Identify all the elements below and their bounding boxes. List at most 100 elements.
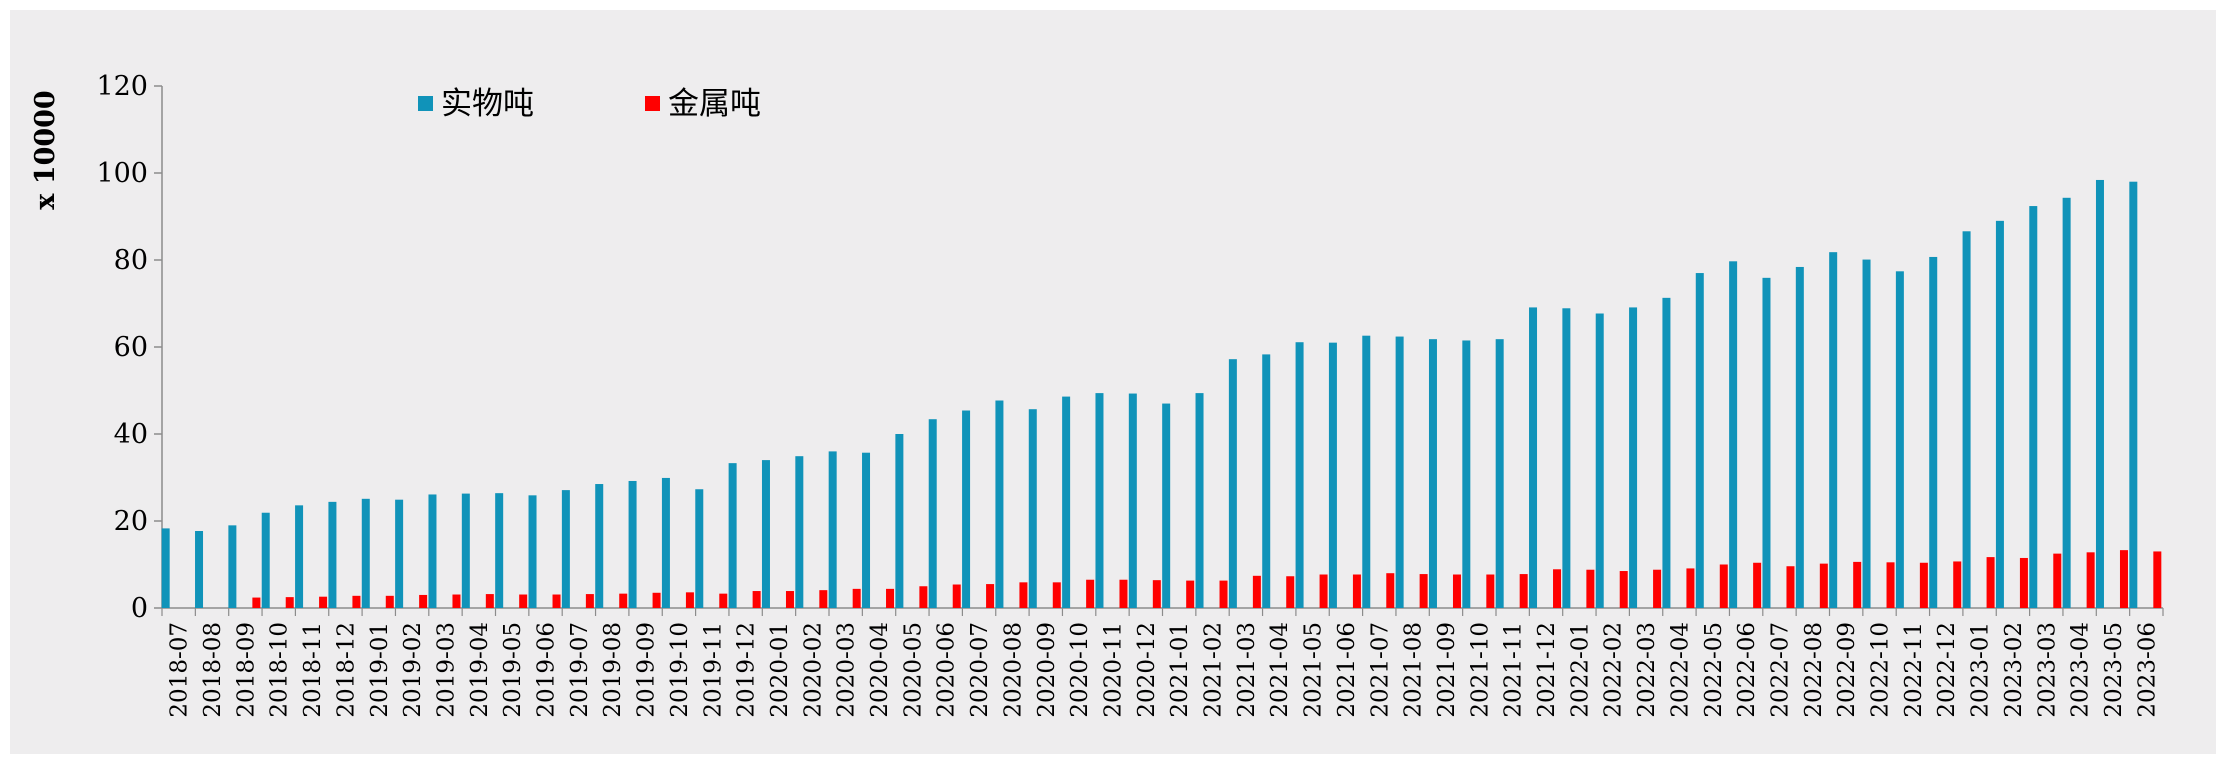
x-tick-label: 2023-01: [1968, 622, 1994, 718]
bar-shiwudun: [2129, 181, 2138, 608]
x-tick-label: 2019-08: [600, 622, 626, 718]
bar-shiwudun: [695, 489, 704, 608]
bar-jinshudun: [1419, 574, 1428, 608]
x-tick-label: 2019-01: [367, 622, 393, 718]
bar-jinshudun: [1186, 580, 1195, 608]
bar-shiwudun: [795, 456, 804, 608]
bar-shiwudun: [2095, 179, 2104, 608]
bar-jinshudun: [1619, 571, 1628, 608]
bar-jinshudun: [385, 595, 394, 608]
bar-jinshudun: [986, 584, 995, 608]
bar-jinshudun: [1452, 574, 1461, 608]
y-tick-label: 120: [96, 71, 148, 102]
x-tick-label: 2020-05: [900, 622, 926, 718]
bar-shiwudun: [1629, 307, 1638, 608]
bar-jinshudun: [1319, 574, 1328, 608]
bar-shiwudun: [228, 525, 237, 608]
bar-shiwudun: [1362, 335, 1371, 608]
bar-jinshudun: [1519, 574, 1528, 608]
bar-jinshudun: [1252, 575, 1261, 608]
x-tick-label: 2019-09: [634, 622, 660, 718]
bar-jinshudun: [919, 586, 928, 608]
x-tick-label: 2020-06: [934, 622, 960, 718]
bar-jinshudun: [2086, 552, 2095, 608]
bar-shiwudun: [1829, 252, 1838, 609]
x-tick-label: 2019-10: [667, 622, 693, 718]
bar-shiwudun: [828, 451, 837, 608]
x-tick-label: 2021-12: [1534, 622, 1560, 718]
bar-shiwudun: [661, 477, 670, 608]
x-tick-label: 2019-06: [534, 622, 560, 718]
bar-shiwudun: [1895, 271, 1904, 608]
bar-shiwudun: [1695, 273, 1704, 608]
bar-jinshudun: [2053, 553, 2062, 608]
bar-jinshudun: [1553, 569, 1562, 608]
legend-swatch: [645, 96, 660, 111]
bar-jinshudun: [2119, 550, 2128, 608]
x-tick-label: 2020-07: [967, 622, 993, 718]
y-tick-label: 80: [114, 245, 148, 276]
bar-shiwudun: [1962, 231, 1971, 609]
x-tick-label: 2022-03: [1634, 622, 1660, 718]
x-tick-label: 2023-02: [2001, 622, 2027, 718]
x-tick-label: 2023-05: [2101, 622, 2127, 718]
bar-shiwudun: [1095, 393, 1104, 608]
bar-shiwudun: [1228, 359, 1237, 608]
x-tick-label: 2021-06: [1334, 622, 1360, 718]
bar-shiwudun: [1395, 336, 1404, 608]
x-tick-label: 2022-12: [1934, 622, 1960, 718]
x-tick-label: 2021-10: [1467, 622, 1493, 718]
x-tick-label: 2020-01: [767, 622, 793, 718]
bar-jinshudun: [785, 591, 794, 608]
bar-shiwudun: [761, 460, 770, 608]
bar-shiwudun: [261, 512, 270, 608]
bar-jinshudun: [252, 597, 261, 608]
bar-jinshudun: [1386, 573, 1395, 608]
bar-shiwudun: [728, 463, 737, 608]
bar-shiwudun: [928, 419, 937, 608]
y-axis-label: x 10000: [30, 90, 61, 209]
bar-jinshudun: [1119, 579, 1128, 608]
bar-jinshudun: [352, 595, 361, 608]
x-tick-label: 2022-09: [1834, 622, 1860, 718]
x-tick-label: 2022-05: [1701, 622, 1727, 718]
bar-shiwudun: [1662, 297, 1671, 608]
x-tick-label: 2020-04: [867, 622, 893, 718]
x-tick-label: 2018-10: [267, 622, 293, 718]
bar-shiwudun: [561, 490, 570, 608]
x-tick-label: 2020-03: [834, 622, 860, 718]
bar-jinshudun: [552, 594, 561, 608]
bar-shiwudun: [1862, 259, 1871, 608]
bar-jinshudun: [585, 594, 594, 608]
bar-jinshudun: [819, 590, 828, 608]
x-tick-label: 2018-12: [333, 622, 359, 718]
bar-shiwudun: [428, 494, 437, 608]
y-tick-label: 60: [114, 332, 148, 363]
x-axis-ticks: 2018-07 2018-08 2018-09 2018-10 2018-11 2018-…: [161, 608, 2164, 718]
bar-jinshudun: [1052, 582, 1061, 608]
bar-jinshudun: [1953, 561, 1962, 608]
x-tick-label: 2023-04: [2068, 622, 2094, 718]
bar-jinshudun: [1152, 580, 1161, 608]
x-tick-label: 2022-04: [1667, 622, 1693, 718]
x-tick-label: 2022-08: [1801, 622, 1827, 718]
y-tick-label: 40: [114, 419, 148, 450]
bar-jinshudun: [1819, 563, 1828, 608]
bar-shiwudun: [1562, 308, 1571, 608]
bar-jinshudun: [685, 592, 694, 608]
bar-shiwudun: [1262, 354, 1271, 608]
x-tick-label: 2019-03: [433, 622, 459, 718]
bars: [161, 179, 2162, 609]
bar-jinshudun: [1653, 569, 1662, 608]
legend: 实物吨 金属吨: [418, 86, 761, 122]
bar-jinshudun: [1486, 574, 1495, 608]
x-tick-label: 2021-04: [1267, 622, 1293, 718]
bar-jinshudun: [1019, 582, 1028, 608]
bar-shiwudun: [1295, 342, 1304, 608]
y-tick-label: 100: [96, 158, 148, 189]
bar-shiwudun: [1195, 393, 1204, 608]
bar-jinshudun: [719, 593, 728, 608]
x-tick-label: 2018-08: [200, 622, 226, 718]
bar-shiwudun: [995, 400, 1004, 608]
